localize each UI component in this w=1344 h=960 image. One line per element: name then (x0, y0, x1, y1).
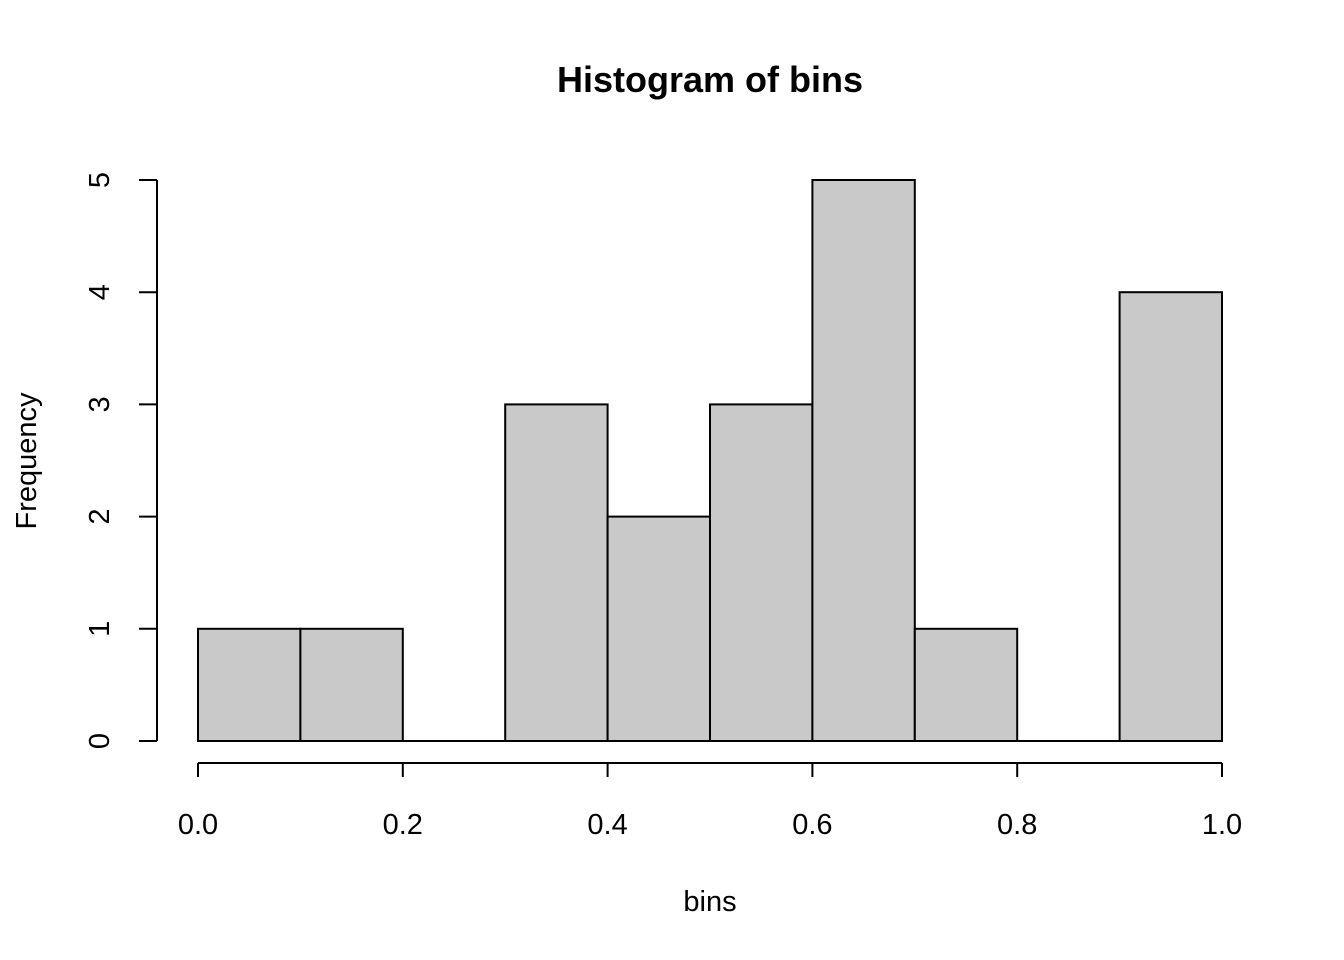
y-axis-label: Frequency (11, 392, 43, 530)
y-tick-label: 2 (84, 509, 116, 525)
y-tick-label: 1 (84, 621, 116, 637)
x-tick-label: 0.6 (792, 809, 832, 841)
histogram-bar-0 (197, 627, 302, 742)
x-tick-label: 0.2 (383, 809, 423, 841)
y-axis: 0 1 2 3 4 5 (84, 172, 158, 749)
y-tick-label: 5 (84, 172, 116, 188)
histogram-bar-1 (299, 627, 404, 742)
bars-group (197, 179, 1223, 742)
histogram-bar-3 (504, 403, 609, 742)
histogram-bar-9 (1118, 291, 1223, 742)
x-tick-label: 0.4 (587, 809, 627, 841)
chart-title: Histogram of bins (557, 59, 863, 100)
histogram-bar-7 (913, 627, 1019, 742)
y-tick-label: 4 (84, 284, 116, 300)
x-axis-label: bins (683, 886, 736, 918)
x-tick-label: 1.0 (1202, 809, 1242, 841)
histogram-bar-4 (606, 515, 711, 742)
histogram-bar-5 (709, 403, 814, 742)
y-tick-label: 0 (84, 733, 116, 749)
x-axis: 0.0 0.2 0.4 0.6 0.8 1.0 (178, 762, 1242, 841)
histogram-bar-6 (811, 179, 916, 742)
x-tick-label: 0.8 (997, 809, 1037, 841)
x-tick-label: 0.0 (178, 809, 218, 841)
y-tick-label: 3 (84, 396, 116, 412)
